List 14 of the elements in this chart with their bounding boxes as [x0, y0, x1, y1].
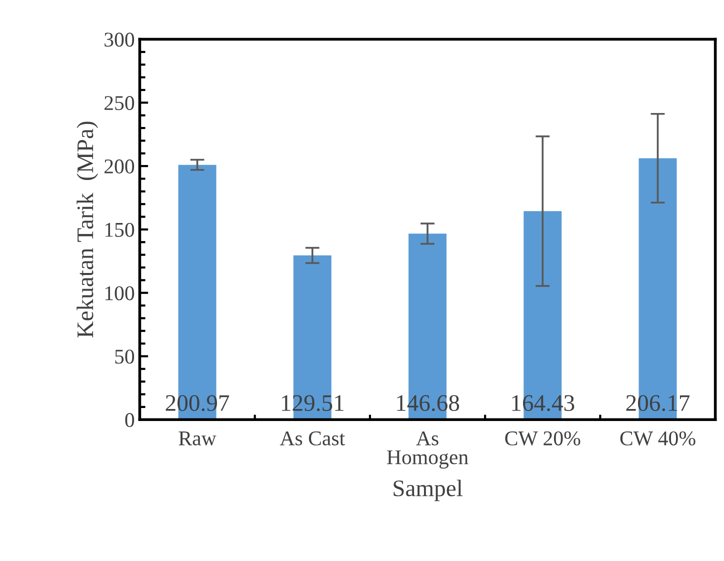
y-tick-label: 100 — [105, 286, 134, 300]
x-axis-title: Sampel — [394, 480, 462, 502]
x-tick-label: CW 40% — [620, 431, 696, 446]
x-tick-label: Raw — [178, 432, 216, 446]
y-tick-label: 200 — [104, 159, 134, 174]
y-tick-label: 250 — [104, 96, 134, 110]
x-tick-label: As Cast — [280, 431, 345, 446]
y-tick-label: 300 — [104, 32, 134, 47]
y-tick-label: 50 — [115, 350, 134, 364]
x-tick-label: CW 20% — [505, 431, 580, 446]
x-tick-label: As Homogen — [387, 431, 468, 469]
y-tick-label: 150 — [105, 222, 134, 237]
y-axis-title: Kekuatan Tarik (MPa) — [76, 122, 98, 338]
y-tick-label: 0 — [125, 413, 134, 428]
